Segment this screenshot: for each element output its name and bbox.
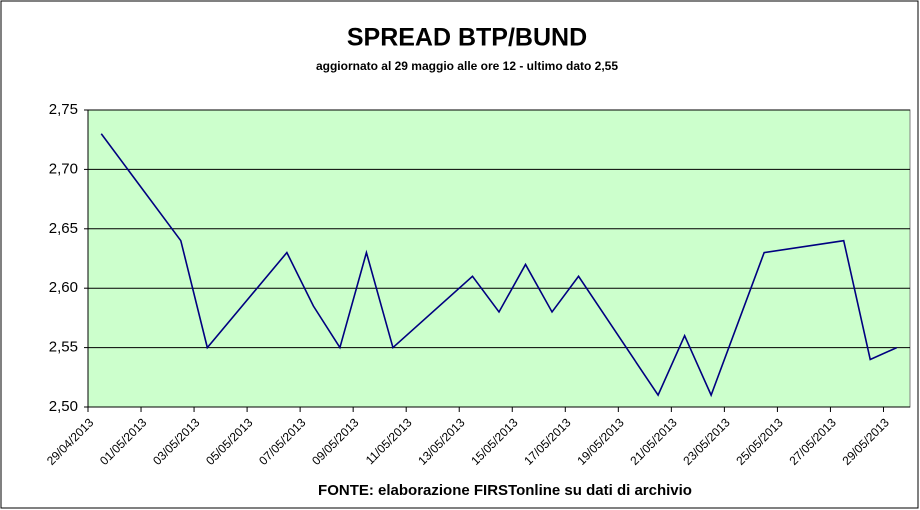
y-tick-label: 2,65	[49, 220, 78, 237]
chart-title: SPREAD BTP/BUND	[347, 24, 587, 52]
data-line	[100, 133, 898, 398]
source-note: FONTE: elaborazione FIRSTonline su dati …	[318, 482, 692, 499]
y-tick-label: 2,60	[49, 279, 78, 296]
y-tick-label: 2,50	[49, 398, 78, 415]
plot-area	[87, 109, 911, 408]
chart-subtitle: aggiornato al 29 maggio alle ore 12 - ul…	[316, 59, 618, 73]
y-tick-label: 2,75	[49, 101, 78, 118]
y-tick-label: 2,70	[49, 160, 78, 177]
y-tick-label: 2,55	[49, 339, 78, 356]
